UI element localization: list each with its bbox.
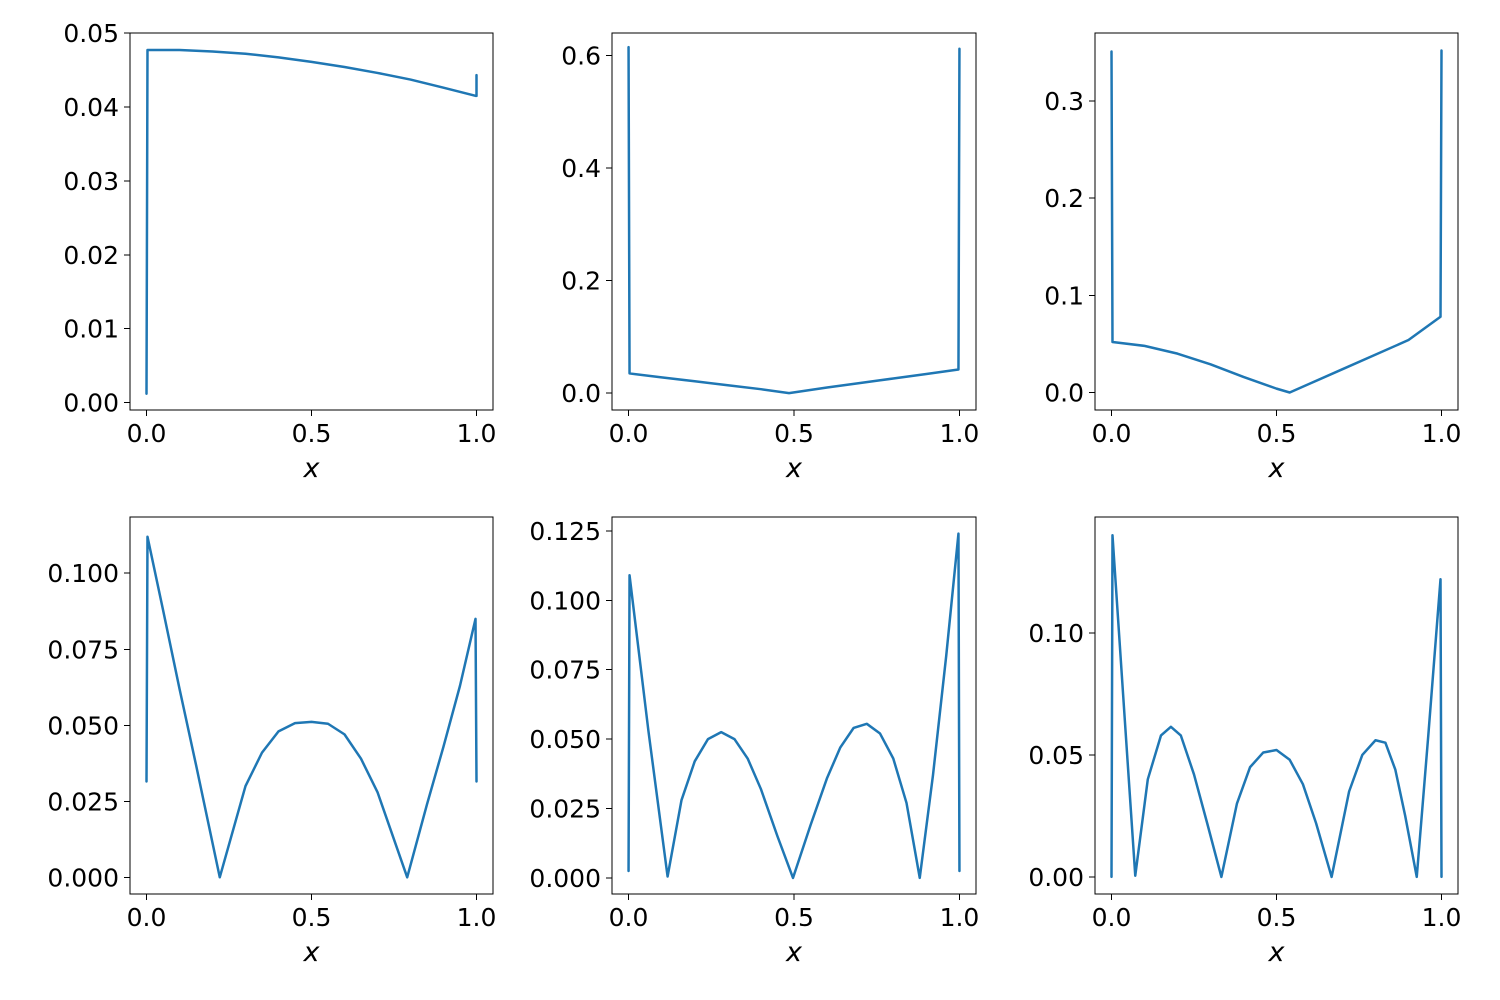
y-tick-label: 0.3 xyxy=(1044,87,1084,116)
y-tick-label: 0.100 xyxy=(47,559,119,588)
y-tick-label: 0.1 xyxy=(1044,281,1084,310)
y-tick-label: 0.00 xyxy=(63,389,119,418)
y-tick-label: 0.4 xyxy=(561,154,601,183)
y-tick-label: 0.050 xyxy=(47,711,119,740)
x-tick-label: 0.5 xyxy=(292,419,332,448)
x-tick-label: 0.5 xyxy=(1257,903,1297,932)
y-tick-label: 0.000 xyxy=(529,864,601,893)
axes-frame xyxy=(129,516,494,895)
y-tick-label: 0.00 xyxy=(1028,863,1084,892)
x-tick-label: 0.0 xyxy=(609,903,649,932)
y-tick-label: 0.0 xyxy=(1044,379,1084,408)
axes-frame xyxy=(1094,32,1459,411)
y-tick-label: 0.6 xyxy=(561,42,601,71)
axes-frame xyxy=(611,516,977,895)
x-tick-label: 0.5 xyxy=(292,903,332,932)
y-tick-label: 0.03 xyxy=(63,167,119,196)
x-axis-label: x xyxy=(785,937,803,968)
series-line-5-1 xyxy=(627,532,961,880)
y-tick-label: 0.05 xyxy=(1028,741,1084,770)
axes-frame xyxy=(129,32,494,411)
subplot-5: 0.0 0.5 1.0 0.000 0.025 0.050 0.075 0.100 0.125 x xyxy=(529,516,980,968)
x-tick-label: 0.0 xyxy=(1092,419,1132,448)
series-line-1-1 xyxy=(145,48,478,395)
series-line-4-1 xyxy=(145,535,478,879)
y-tick-label: 0.050 xyxy=(529,725,601,754)
axes-frame xyxy=(611,32,977,411)
y-tick-label: 0.04 xyxy=(63,93,119,122)
y-tick-label: 0.05 xyxy=(63,19,119,48)
x-tick-label: 1.0 xyxy=(457,419,497,448)
x-tick-label: 0.5 xyxy=(774,419,814,448)
y-tick-label: 0.025 xyxy=(47,787,119,816)
series-line-6-1 xyxy=(1110,534,1443,879)
y-tick-label: 0.2 xyxy=(561,267,601,296)
y-tick-label: 0.100 xyxy=(529,586,601,615)
subplot-4: 0.0 0.5 1.0 0.000 0.025 0.050 0.075 0.100 x xyxy=(47,516,497,968)
y-tick-label: 0.075 xyxy=(529,656,601,685)
x-tick-label: 0.0 xyxy=(1092,903,1132,932)
x-tick-label: 0.5 xyxy=(774,903,814,932)
x-axis-label: x xyxy=(303,937,321,968)
axes-frame xyxy=(1094,516,1459,895)
y-tick-label: 0.0 xyxy=(561,379,601,408)
x-tick-label: 1.0 xyxy=(940,419,980,448)
y-tick-label: 0.025 xyxy=(529,794,601,823)
subplot-2: 0.0 0.5 1.0 0.0 0.2 0.4 0.6 x xyxy=(561,32,980,484)
x-tick-label: 1.0 xyxy=(1422,903,1462,932)
subplot-1: 0.0 0.5 1.0 0.00 0.01 0.02 0.03 0.04 0.05 x xyxy=(63,19,496,484)
y-tick-label: 0.02 xyxy=(63,241,119,270)
x-tick-label: 0.5 xyxy=(1257,419,1297,448)
series-line-2-1 xyxy=(627,45,961,395)
y-tick-label: 0.000 xyxy=(47,863,119,892)
x-tick-label: 0.0 xyxy=(127,419,167,448)
y-tick-label: 0.2 xyxy=(1044,184,1084,213)
x-tick-label: 0.0 xyxy=(127,903,167,932)
y-tick-label: 0.10 xyxy=(1028,619,1084,648)
subplot-6: 0.0 0.5 1.0 0.00 0.05 0.10 x xyxy=(1028,516,1462,968)
x-axis-label: x xyxy=(303,453,321,484)
x-axis-label: x xyxy=(1268,937,1286,968)
x-axis-label: x xyxy=(785,453,803,484)
series-line-3-1 xyxy=(1110,49,1443,394)
y-tick-label: 0.01 xyxy=(63,315,119,344)
x-axis-label: x xyxy=(1268,453,1286,484)
y-tick-label: 0.075 xyxy=(47,635,119,664)
x-tick-label: 1.0 xyxy=(457,903,497,932)
x-tick-label: 1.0 xyxy=(940,903,980,932)
subplot-3: 0.0 0.5 1.0 0.0 0.1 0.2 0.3 x xyxy=(1044,32,1462,484)
x-tick-label: 1.0 xyxy=(1422,419,1462,448)
x-tick-label: 0.0 xyxy=(609,419,649,448)
y-tick-label: 0.125 xyxy=(529,517,601,546)
